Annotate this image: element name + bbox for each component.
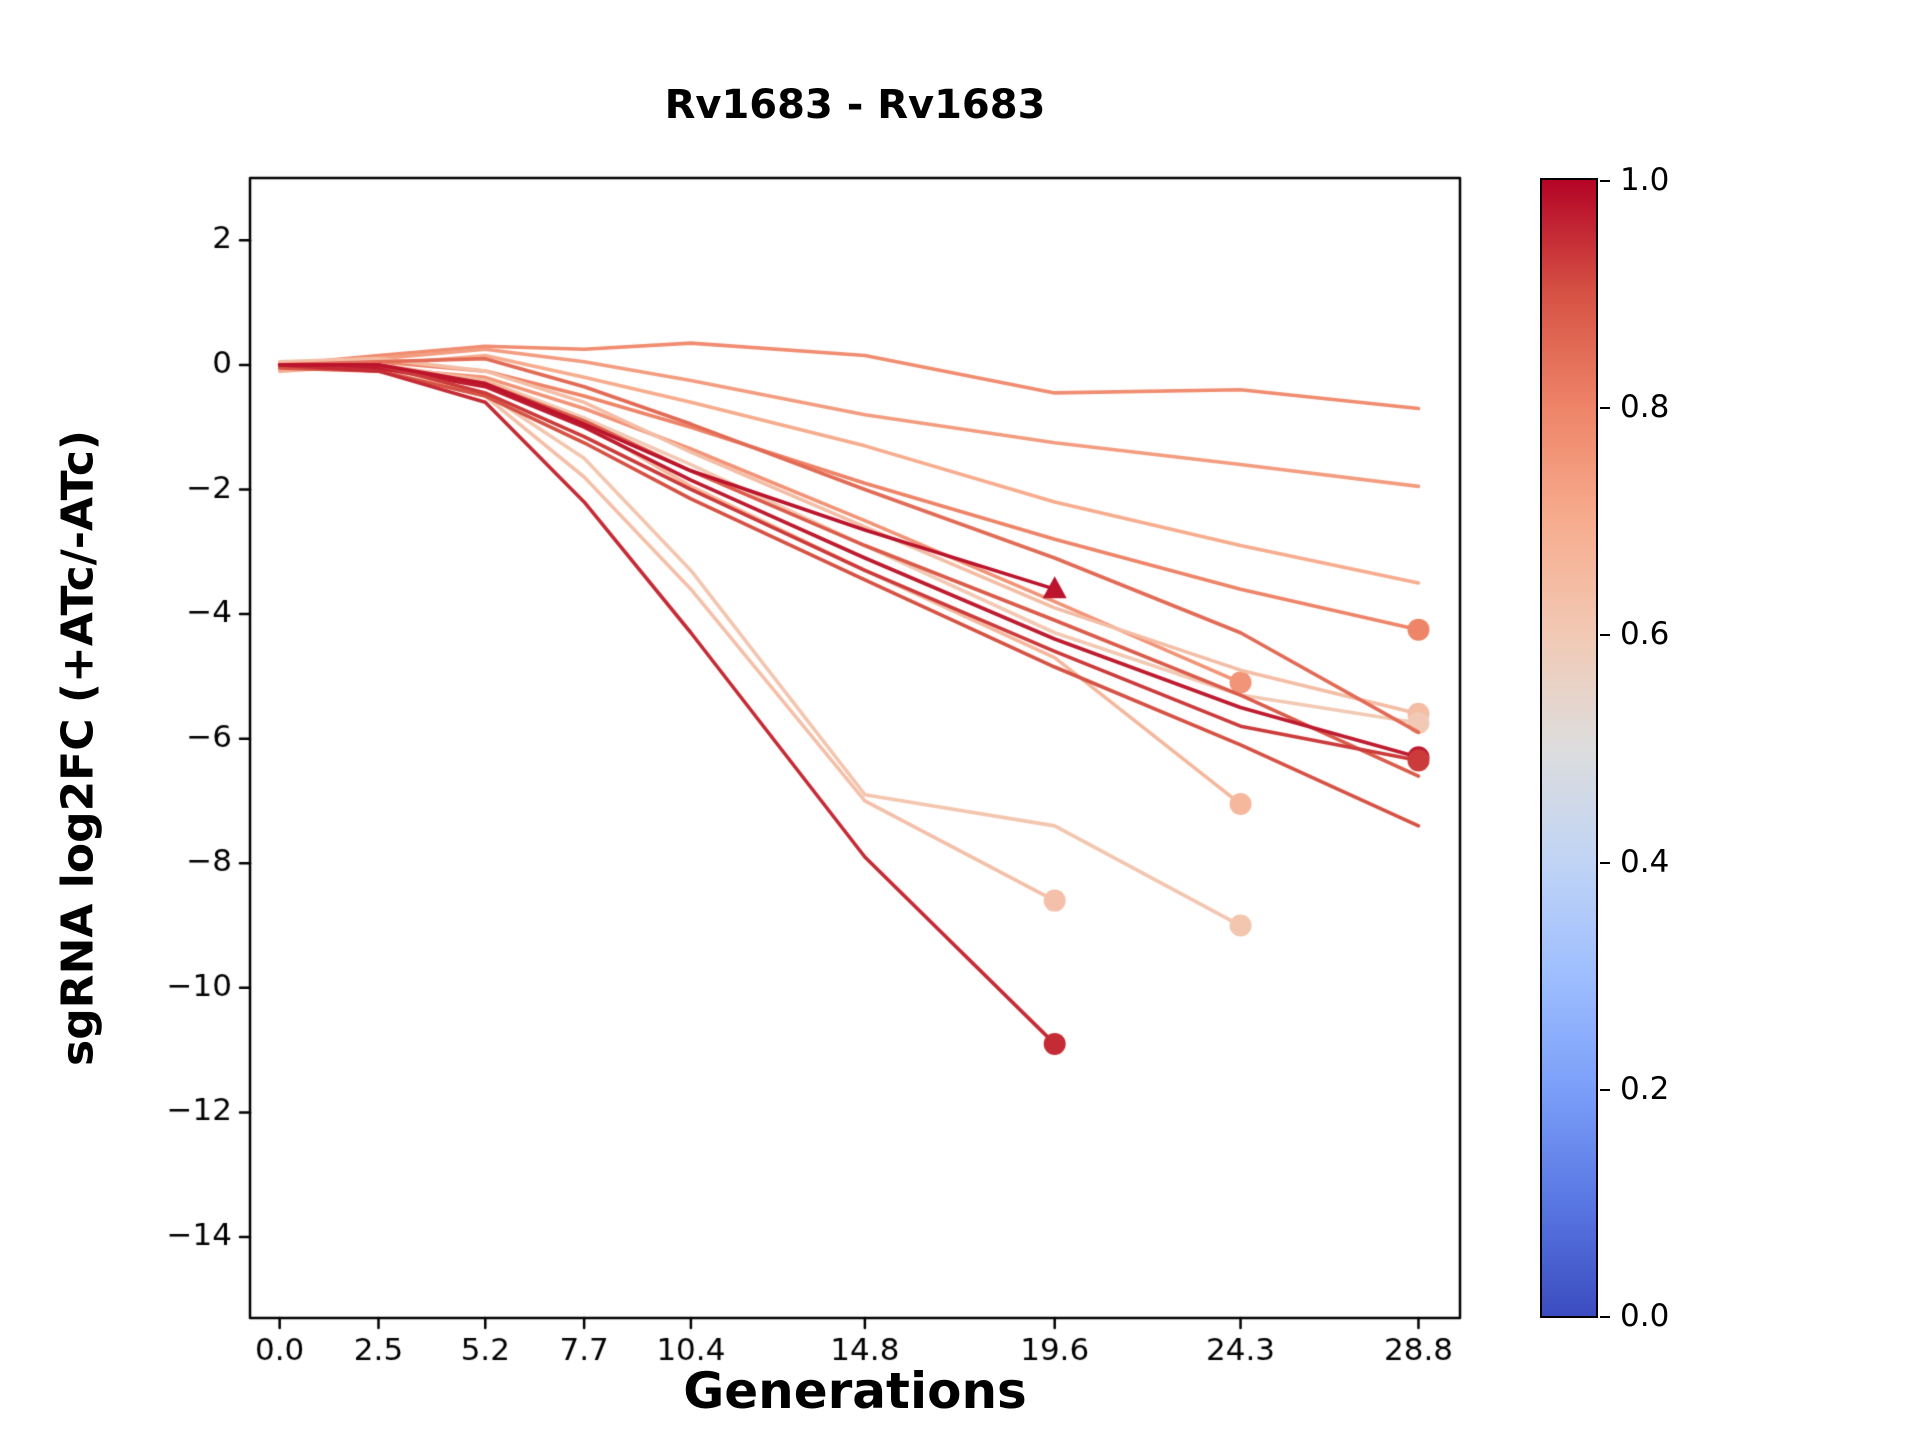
colorbar-tick-mark xyxy=(1600,634,1610,637)
x-axis-label: Generations xyxy=(683,1362,1027,1420)
colorbar-tick-label: 1.0 xyxy=(1620,162,1670,198)
colorbar-tick-label: 0.0 xyxy=(1620,1298,1670,1334)
colorbar-tick-label: 0.4 xyxy=(1620,843,1670,880)
colorbar-tick-mark xyxy=(1600,180,1610,182)
colorbar-tick-mark xyxy=(1600,407,1610,410)
colorbar-tick-mark xyxy=(1600,861,1610,864)
colorbar-tick-mark xyxy=(1600,1088,1610,1091)
colorbar-tick-mark xyxy=(1600,1316,1610,1318)
colorbar-tick-label: 0.8 xyxy=(1620,389,1670,426)
y-axis-label: sgRNA log2FC (+ATc/-ATc) xyxy=(52,429,104,1067)
chart-title: Rv1683 - Rv1683 xyxy=(664,82,1046,128)
colorbar-tick-label: 0.6 xyxy=(1620,616,1670,653)
colorbar-tick-label: 0.2 xyxy=(1620,1070,1670,1107)
colorbar: 0.0 0.2 0.4 0.6 0.8 1.0 xyxy=(1540,162,1669,1334)
